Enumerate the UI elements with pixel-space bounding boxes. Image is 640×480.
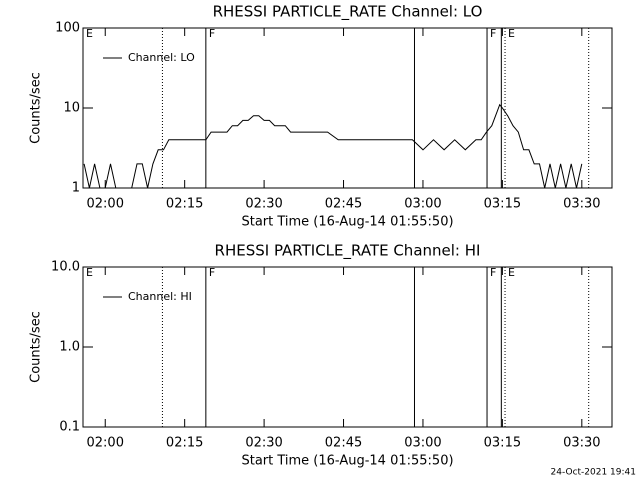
flag-label: F [209,27,215,40]
x-tick-label: 03:30 [563,436,600,451]
y-tick-label: 1.0 [59,340,80,355]
x-tick-label: 02:45 [325,197,362,212]
x-tick-label: 02:00 [87,197,124,212]
x-tick-label: 02:30 [245,436,282,451]
y-axis-label: Counts/sec [29,311,44,383]
legend-label: Channel: LO [128,51,195,64]
x-tick-label: 03:00 [404,197,441,212]
flag-label: F [490,266,496,279]
x-tick-label: 03:15 [484,436,521,451]
y-tick-label: 1 [72,181,80,196]
flag-label: F [209,266,215,279]
flag-label: F [490,27,496,40]
flag-label: E [508,266,515,279]
footer: 24-Oct-2021 19:41 [551,468,636,478]
x-tick-label: 03:00 [404,436,441,451]
y-tick-label: 10.0 [51,260,80,275]
legend-label: Channel: HI [128,290,192,303]
x-tick-label: 02:45 [325,436,362,451]
y-axis-label: Counts/sec [29,72,44,144]
y-tick-label: 100 [55,21,80,36]
series-line [83,103,583,189]
x-tick-label: 02:30 [245,197,282,212]
x-tick-label: 03:30 [563,197,600,212]
y-tick-label: 10 [63,101,80,116]
x-tick-label: 03:15 [484,197,521,212]
flag-label: E [86,266,93,279]
y-tick-label: 0.1 [59,420,80,435]
x-axis-label: Start Time (16-Aug-14 01:55:50) [241,215,453,230]
flag-label: E [86,27,93,40]
x-tick-label: 02:15 [166,197,203,212]
x-tick-label: 02:15 [166,436,203,451]
chart-title: RHESSI PARTICLE_RATE Channel: HI [215,242,481,261]
x-axis-label: Start Time (16-Aug-14 01:55:50) [241,454,453,469]
x-tick-label: 02:00 [87,436,124,451]
flag-label: E [508,27,515,40]
chart-title: RHESSI PARTICLE_RATE Channel: LO [213,3,483,22]
